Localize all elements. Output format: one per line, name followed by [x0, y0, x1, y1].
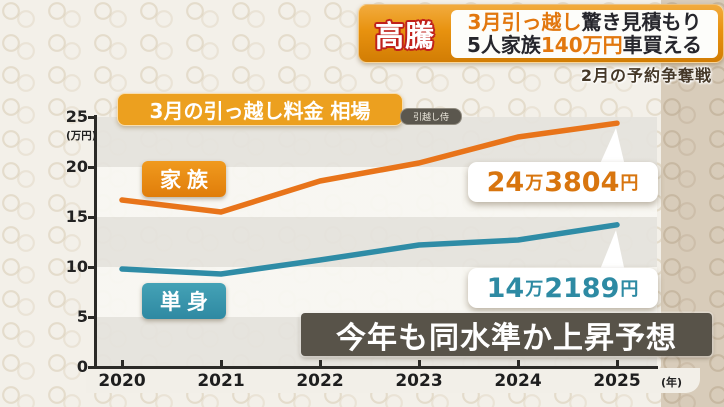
y-axis-label: 0: [76, 357, 88, 376]
x-axis-label: 2022: [296, 371, 344, 391]
x-tick: [616, 360, 619, 367]
headline-line2: 5人家族140万円車買える: [466, 32, 703, 57]
x-tick: [418, 360, 421, 367]
callout-text-part: 万: [525, 279, 544, 300]
x-tick: [121, 360, 124, 367]
x-axis-label: 2020: [98, 371, 146, 391]
y-axis-unit: (万円): [66, 130, 97, 142]
y-tick: [88, 316, 95, 319]
x-axis-label: 2023: [395, 371, 443, 391]
y-tick: [88, 116, 95, 119]
headline-line2-end: 車買える: [622, 32, 703, 57]
headline-tag: 高騰: [374, 18, 435, 53]
x-axis-label: 2025: [593, 371, 641, 391]
headline-subnote: 2月の予約争奪戦: [580, 66, 712, 85]
callout-text-part: 24: [486, 166, 525, 198]
y-axis-label: 5: [76, 307, 88, 326]
source-badge: 引越し侍: [400, 108, 462, 125]
x-axis-label: 2024: [494, 371, 542, 391]
x-axis-label: 2021: [197, 371, 245, 391]
x-tick: [517, 360, 520, 367]
x-tick: [220, 360, 223, 367]
single-series-label: 単身: [142, 283, 226, 319]
family-series-label: 家族: [142, 161, 226, 197]
callout-text-part: 万: [525, 173, 544, 194]
y-axis: [94, 115, 97, 369]
forecast-banner: 今年も同水準か上昇予想: [301, 313, 712, 356]
callout-text-part: 2189: [544, 272, 620, 304]
callout-text-part: 円: [620, 173, 639, 194]
headline-line2-start: 5人家族: [466, 32, 541, 57]
headline-line1-highlight: 3月引っ越し: [467, 9, 582, 34]
y-tick: [88, 166, 95, 169]
y-axis-label: 10: [65, 257, 88, 276]
y-tick: [88, 366, 95, 369]
single-value-callout: 14 万 2189 円: [468, 268, 658, 308]
y-tick: [88, 266, 95, 269]
x-axis: [94, 366, 658, 369]
callout-text-part: 14: [486, 272, 525, 304]
headline-line1: 3月引っ越し驚き見積もり: [467, 9, 702, 34]
y-axis-label: 15: [65, 207, 88, 226]
x-axis-strip: [86, 368, 700, 393]
y-axis-label: 25: [65, 107, 88, 126]
family-value-callout: 24 万 3804 円: [468, 162, 658, 202]
y-tick: [88, 216, 95, 219]
callout-text-part: 3804: [544, 166, 620, 198]
headline-card: 3月引っ越し驚き見積もり 5人家族140万円車買える: [451, 9, 718, 58]
x-tick: [319, 360, 322, 367]
headline-line2-highlight: 140万円: [540, 32, 623, 57]
headline-line1-rest: 驚き見積もり: [581, 9, 702, 34]
y-axis-label: 20: [65, 157, 88, 176]
callout-text-part: 円: [620, 279, 639, 300]
chart-title: 3月の引っ越し料金 相場: [117, 93, 403, 126]
headline-box: 高騰 3月引っ越し驚き見積もり 5人家族140万円車買える: [358, 4, 724, 63]
x-axis-unit: (年): [661, 376, 683, 389]
